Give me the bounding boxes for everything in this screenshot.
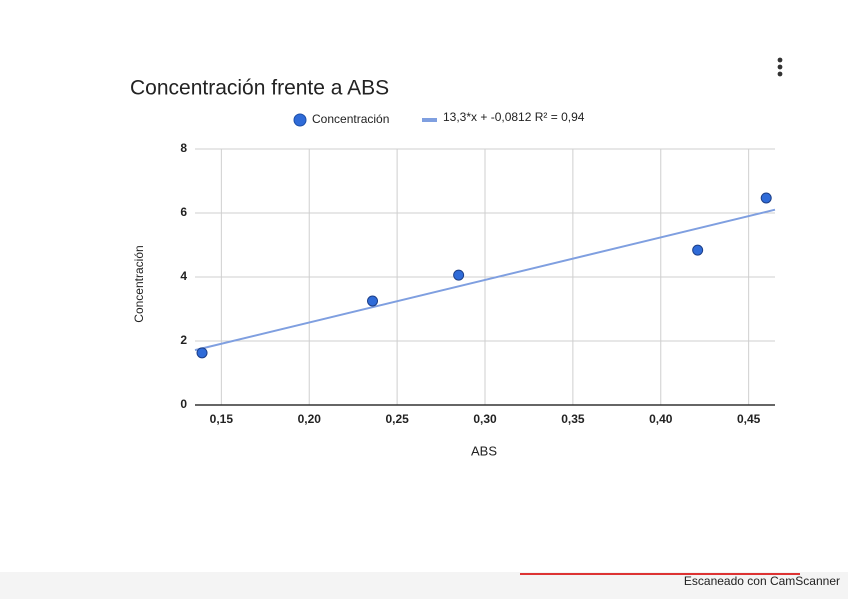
watermark: Escaneado con CamScanner <box>684 574 840 588</box>
x-tick-label: 0,20 <box>298 412 322 426</box>
data-point <box>760 192 772 204</box>
x-tick-label: 0,30 <box>473 412 497 426</box>
x-axis-label: ABS <box>471 443 497 458</box>
data-point <box>196 347 208 359</box>
y-axis-label: Concentración <box>132 245 146 322</box>
scan-edge <box>0 572 848 599</box>
legend-label: 13,3*x + -0,0812 R² = 0,94 <box>443 110 585 124</box>
legend-marker <box>293 113 307 127</box>
y-tick-label: 0 <box>180 397 187 411</box>
data-point <box>367 295 379 307</box>
x-tick-label: 0,45 <box>737 412 761 426</box>
x-tick-label: 0,40 <box>649 412 673 426</box>
trendline <box>194 208 776 352</box>
legend-label: Concentración <box>312 112 389 126</box>
x-tick-label: 0,35 <box>561 412 585 426</box>
data-point <box>692 244 704 256</box>
chart-title: Concentración frente a ABS <box>130 77 389 100</box>
x-tick-label: 0,25 <box>385 412 409 426</box>
y-tick-label: 8 <box>180 141 187 155</box>
menu-icon[interactable] <box>777 57 783 77</box>
y-tick-label: 4 <box>180 269 187 283</box>
data-point <box>453 269 465 281</box>
x-tick-label: 0,15 <box>210 412 234 426</box>
y-tick-label: 6 <box>180 205 187 219</box>
y-tick-label: 2 <box>180 333 187 347</box>
